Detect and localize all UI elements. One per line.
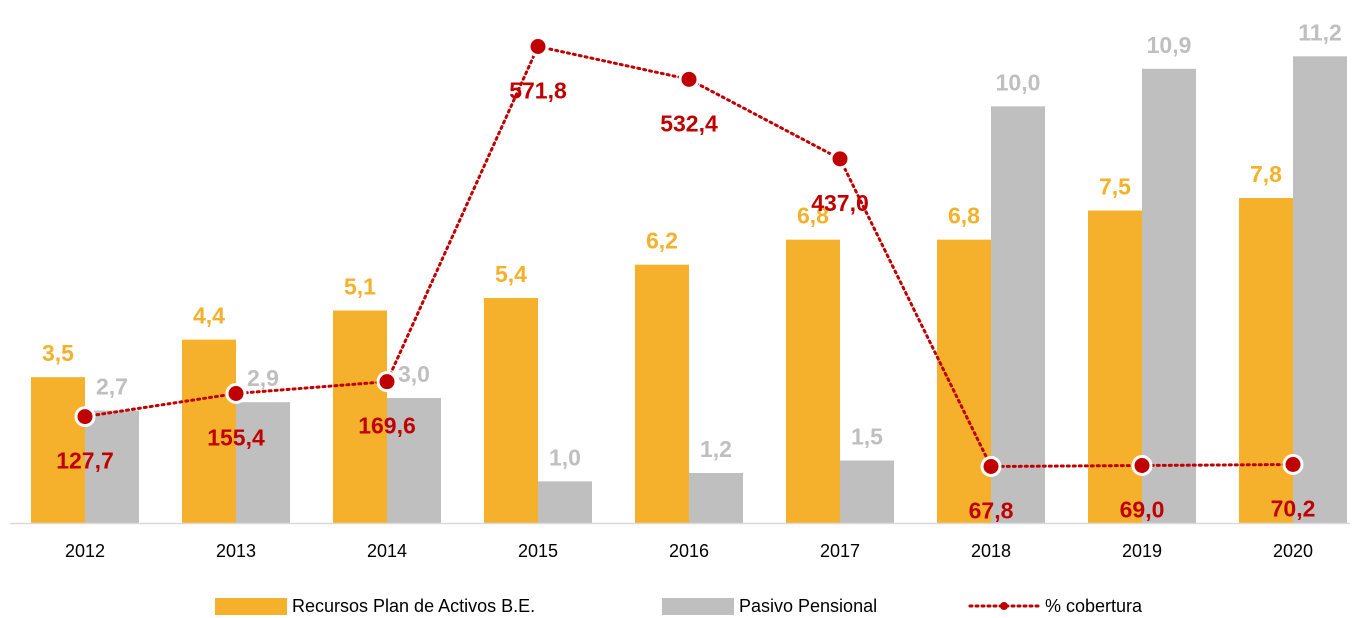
data-label: 5,4 [495, 261, 527, 287]
bar [182, 339, 236, 523]
legend-label: % cobertura [1045, 596, 1143, 616]
marker [980, 456, 1002, 477]
bar [635, 264, 689, 523]
data-label: 69,0 [1120, 497, 1165, 523]
marker [1282, 454, 1304, 475]
data-label: 3,0 [398, 361, 430, 387]
data-label: 4,4 [193, 303, 225, 329]
x-tick-label: 2018 [971, 541, 1011, 561]
bar [991, 106, 1045, 523]
marker [527, 36, 549, 57]
data-label: 127,7 [56, 448, 114, 474]
data-label: 169,6 [358, 413, 416, 439]
data-label: 1,2 [700, 436, 732, 462]
bar [31, 377, 85, 523]
marker [1131, 455, 1153, 476]
x-tick-label: 2012 [65, 541, 105, 561]
data-label: 7,5 [1099, 174, 1131, 200]
bar [387, 398, 441, 523]
x-tick-label: 2016 [669, 541, 709, 561]
bar [333, 310, 387, 523]
bar [1088, 210, 1142, 523]
bar [689, 473, 743, 523]
data-label: 532,4 [660, 110, 718, 136]
bar [85, 410, 139, 523]
x-tick-label: 2013 [216, 541, 256, 561]
marker [678, 68, 700, 90]
x-tick-label: 2017 [820, 541, 860, 561]
bar [1293, 56, 1347, 523]
data-label: 10,9 [1147, 32, 1192, 58]
x-tick-label: 2019 [1122, 541, 1162, 561]
data-label: 2,7 [96, 374, 128, 400]
marker [376, 371, 398, 393]
legend-swatch [1000, 602, 1008, 610]
x-tick-label: 2014 [367, 541, 407, 561]
bar [840, 460, 894, 523]
marker [74, 406, 96, 428]
data-label: 6,2 [646, 228, 678, 254]
data-label: 155,4 [207, 425, 265, 451]
x-tick-label: 2015 [518, 541, 558, 561]
data-label: 2,9 [247, 365, 279, 391]
data-label: 437,0 [811, 190, 869, 216]
line [83, 44, 1295, 469]
bar [538, 481, 592, 523]
bar [937, 239, 991, 523]
legend-label: Recursos Plan de Activos B.E. [292, 596, 535, 616]
legend-swatch [662, 598, 734, 615]
legend-label: Pasivo Pensional [739, 596, 877, 616]
bar [1142, 68, 1196, 523]
data-label: 5,1 [344, 274, 376, 300]
x-tick-label: 2020 [1273, 541, 1313, 561]
data-label: 6,8 [948, 203, 980, 229]
bar [484, 298, 538, 523]
marker [829, 148, 851, 170]
marker [225, 383, 247, 404]
data-label: 1,5 [851, 424, 883, 450]
bar [786, 239, 840, 523]
legend-swatch [215, 598, 287, 615]
data-label: 70,2 [1271, 496, 1316, 522]
data-label: 3,5 [42, 340, 74, 366]
data-label: 10,0 [996, 69, 1041, 95]
bar [236, 402, 290, 523]
data-label: 571,8 [509, 78, 567, 104]
data-label: 7,8 [1250, 161, 1282, 187]
data-label: 1,0 [549, 444, 581, 470]
bar [1239, 198, 1293, 523]
data-label: 6,8 [797, 203, 829, 229]
data-label: 11,2 [1298, 19, 1342, 45]
data-label: 67,8 [969, 498, 1014, 524]
